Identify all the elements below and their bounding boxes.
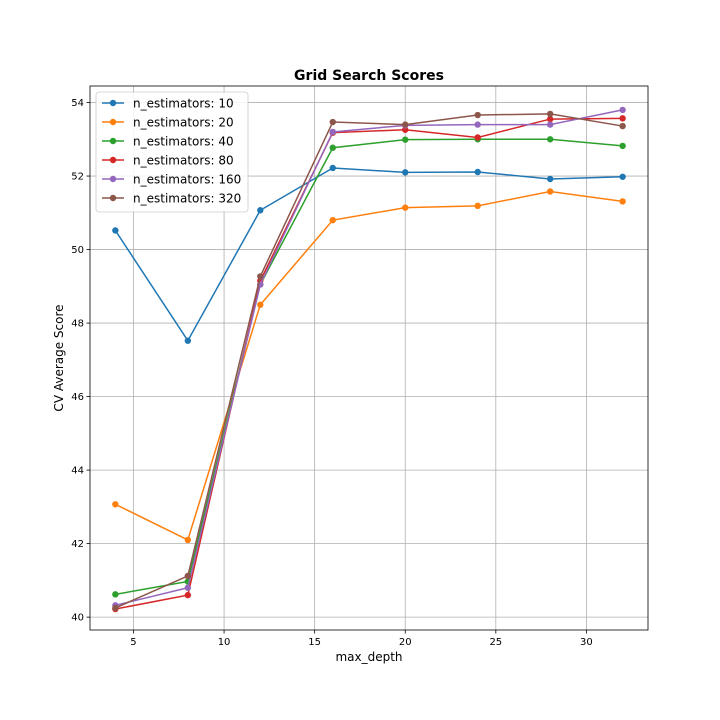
- data-point: [619, 106, 626, 114]
- x-tick-label: 30: [580, 637, 593, 648]
- legend-item: n_estimators: 20: [102, 116, 234, 130]
- data-point: [257, 273, 264, 280]
- y-tick-label: 50: [71, 245, 84, 256]
- y-axis-label: CV Average Score: [52, 304, 66, 411]
- data-point: [546, 115, 554, 123]
- data-point: [474, 202, 481, 210]
- series-line: [115, 113, 623, 609]
- x-tick-label: 10: [218, 637, 231, 648]
- data-point: [402, 204, 409, 211]
- chart-title: Grid Search Scores: [294, 68, 444, 84]
- legend-item: n_estimators: 80: [102, 154, 234, 168]
- legend-item: n_estimators: 320: [102, 192, 241, 206]
- y-tick-label: 52: [71, 172, 84, 183]
- x-axis-label: max_depth: [335, 650, 402, 664]
- data-point: [257, 301, 264, 308]
- data-point: [546, 175, 554, 183]
- data-point: [546, 188, 554, 195]
- data-point: [546, 121, 554, 128]
- data-point: [619, 122, 626, 130]
- legend-item: n_estimators: 40: [102, 135, 234, 149]
- data-point: [329, 144, 336, 151]
- data-point: [546, 136, 554, 143]
- data-point: [329, 128, 336, 136]
- data-point: [402, 121, 409, 128]
- data-point: [112, 501, 119, 508]
- x-tick-label: 25: [489, 637, 502, 648]
- y-tick-label: 46: [71, 392, 84, 403]
- series-line: [115, 117, 623, 610]
- legend: n_estimators: 10 n_estimators: 20 n_estima…: [95, 91, 249, 213]
- legend-marker: [109, 175, 117, 183]
- legend-marker: [109, 156, 117, 164]
- series-1: [112, 164, 626, 344]
- data-point: [474, 111, 481, 119]
- legend-label: n_estimators: 160: [133, 173, 241, 187]
- y-tick-label: 44: [71, 466, 84, 477]
- data-point: [402, 169, 409, 176]
- data-point: [184, 337, 192, 344]
- legend-marker: [109, 99, 117, 107]
- series-line: [115, 190, 623, 542]
- legend-marker: [109, 118, 117, 126]
- data-point: [184, 536, 192, 544]
- legend-item: n_estimators: 160: [102, 173, 241, 187]
- series-line: [115, 109, 623, 607]
- data-point: [112, 591, 119, 598]
- data-point: [546, 110, 554, 118]
- data-point: [619, 198, 626, 205]
- data-point: [619, 142, 626, 150]
- series-group: [112, 106, 626, 613]
- data-point: [329, 164, 336, 172]
- data-point: [474, 168, 481, 176]
- series-line: [114, 167, 623, 343]
- data-point: [184, 584, 192, 591]
- data-point: [402, 136, 409, 143]
- series-2: [112, 188, 626, 544]
- series-line: [115, 138, 623, 596]
- data-point: [184, 572, 192, 580]
- grid: [90, 86, 648, 630]
- data-point: [619, 115, 626, 122]
- data-point: [329, 118, 336, 126]
- legend-label: n_estimators: 20: [133, 116, 234, 130]
- x-tick-label: 15: [308, 637, 321, 648]
- y-tick-label: 40: [71, 613, 84, 624]
- legend-marker: [109, 137, 117, 145]
- legend-label: n_estimators: 10: [133, 97, 234, 111]
- data-point: [329, 216, 336, 224]
- series-6: [112, 110, 626, 612]
- y-tick-label: 42: [71, 539, 84, 550]
- legend-marker: [109, 194, 117, 202]
- x-tick-label: 5: [130, 637, 136, 648]
- legend-box: [95, 91, 249, 213]
- ticks: 5 10 15 20 25 30 40 42 44 46 48 50 52 54: [71, 98, 593, 648]
- data-point: [474, 121, 481, 128]
- legend-item: n_estimators: 10: [102, 97, 234, 111]
- y-tick-label: 48: [71, 319, 84, 330]
- data-point: [619, 173, 626, 180]
- legend-label: n_estimators: 320: [133, 192, 241, 206]
- plot-frame: [89, 85, 649, 631]
- legend-label: n_estimators: 80: [133, 154, 234, 168]
- y-tick-label: 54: [71, 98, 84, 109]
- data-point: [112, 604, 119, 612]
- data-point: [402, 126, 409, 133]
- legend-label: n_estimators: 40: [133, 135, 234, 149]
- x-tick-label: 20: [399, 637, 412, 648]
- data-point: [112, 227, 119, 234]
- data-point: [474, 134, 481, 141]
- data-point: [257, 207, 264, 214]
- data-point: [184, 591, 192, 599]
